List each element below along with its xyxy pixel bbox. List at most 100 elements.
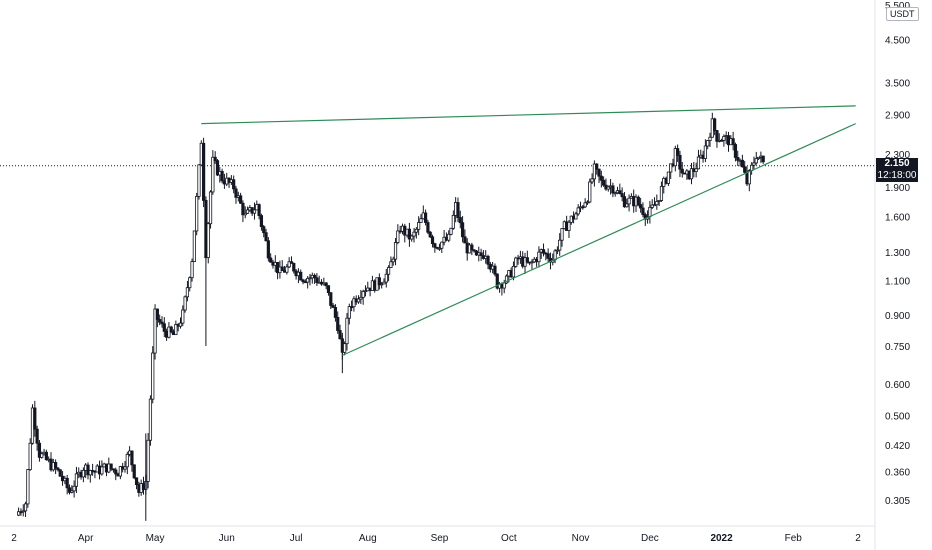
candle — [269, 253, 273, 263]
candle-body — [525, 257, 529, 263]
candle-body — [130, 450, 134, 466]
candle — [463, 229, 467, 244]
candle-body — [761, 155, 765, 163]
candle-body — [680, 168, 684, 174]
candle — [523, 252, 527, 274]
candle — [440, 241, 444, 253]
candle-body — [622, 196, 627, 208]
candle — [306, 276, 310, 289]
candle — [736, 150, 740, 166]
candle — [289, 256, 294, 264]
candle — [134, 477, 139, 490]
candle-body — [715, 130, 719, 142]
candle-body — [264, 232, 268, 242]
candle — [676, 144, 680, 162]
candle — [44, 449, 48, 461]
price-tick-label: 2.300 — [885, 150, 910, 161]
candle-body — [657, 200, 661, 202]
candle — [641, 202, 645, 218]
candle-body — [331, 305, 335, 308]
candle-body — [347, 306, 351, 319]
candle — [211, 150, 215, 195]
time-axis[interactable]: 2 Apr May Jun Jul Aug Sep Oct Nov Dec 2022 Feb 2 — [11, 533, 861, 544]
candle — [259, 213, 264, 231]
candle-body — [134, 477, 139, 485]
candle — [426, 219, 430, 235]
candle-body — [666, 171, 670, 184]
candle — [449, 227, 453, 236]
candle-body — [181, 309, 185, 324]
candle — [673, 145, 677, 172]
candle-body — [576, 207, 580, 215]
price-tick-label: 1.300 — [885, 248, 910, 259]
price-tick-label: 0.305 — [885, 496, 910, 507]
candle — [130, 450, 134, 472]
candle-body — [583, 202, 587, 208]
trendline-upper[interactable] — [201, 105, 856, 125]
candle-body — [245, 209, 250, 214]
candle — [382, 278, 386, 285]
candle — [602, 176, 606, 187]
candle — [433, 242, 437, 253]
candle — [234, 185, 238, 204]
candle — [190, 258, 194, 282]
candle — [599, 170, 603, 188]
candle — [220, 168, 224, 184]
candle-body — [537, 251, 541, 263]
candle-body — [678, 154, 682, 170]
currency-badge[interactable]: USDT — [886, 7, 919, 21]
candle-body — [733, 144, 738, 158]
candle — [460, 216, 465, 243]
trendline-lower[interactable] — [342, 123, 856, 356]
candle-body — [382, 281, 386, 285]
candle — [70, 485, 74, 494]
candle — [151, 346, 155, 404]
candle-body — [35, 428, 39, 444]
candle-body — [602, 179, 606, 186]
candle-body — [21, 510, 25, 513]
candle — [215, 159, 220, 177]
candle-body — [502, 282, 506, 289]
candle — [67, 484, 72, 495]
candle-body — [706, 140, 710, 147]
candle-body — [703, 145, 707, 159]
candle — [386, 265, 391, 282]
candle — [208, 190, 213, 229]
candle-body — [257, 204, 261, 216]
candle — [114, 467, 118, 481]
candle-body — [301, 279, 305, 283]
candle — [558, 233, 562, 256]
candle — [719, 138, 724, 142]
price-axis[interactable]: 5.500 4.500 3.500 2.900 2.300 1.900 1.600 1.300… — [885, 1, 910, 507]
candle — [636, 195, 640, 207]
candle — [72, 480, 76, 498]
candle — [703, 139, 707, 163]
candle — [347, 303, 351, 325]
candle-body — [447, 233, 451, 241]
candle-body — [740, 159, 744, 168]
time-tick-label: 2 — [11, 533, 17, 544]
candle-body — [676, 148, 680, 156]
candle — [86, 462, 90, 480]
candle-body — [197, 164, 201, 197]
candle-body — [504, 275, 509, 284]
candle-body — [220, 170, 224, 182]
candle-body — [558, 239, 562, 251]
candle-body — [396, 230, 400, 243]
candle-body — [132, 464, 136, 479]
candle-body — [44, 451, 48, 461]
candle-body — [756, 156, 761, 160]
candle-body — [215, 160, 220, 176]
candle-body — [486, 255, 490, 265]
candle — [504, 274, 509, 285]
candle — [333, 304, 338, 322]
candle — [174, 320, 178, 336]
candle-body — [581, 206, 585, 209]
candle-body — [359, 296, 363, 300]
candle — [158, 314, 162, 326]
candle — [669, 163, 673, 180]
candle-body — [652, 204, 657, 207]
candle — [319, 279, 324, 286]
candle-body — [747, 170, 751, 185]
